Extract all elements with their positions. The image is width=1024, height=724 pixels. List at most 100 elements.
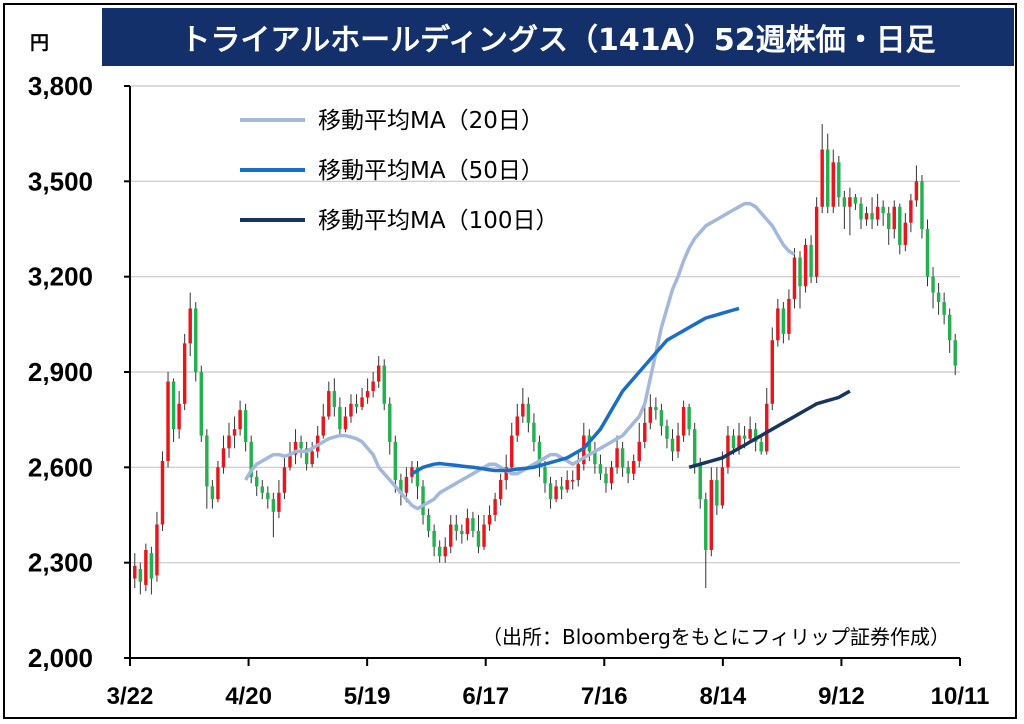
candle-down bbox=[432, 530, 436, 547]
candle-down bbox=[931, 276, 935, 293]
candle-up bbox=[504, 467, 508, 481]
candle-up bbox=[803, 244, 808, 287]
candle-down bbox=[687, 406, 691, 430]
candle-up bbox=[643, 422, 647, 442]
candle-down bbox=[255, 476, 259, 487]
candle-up bbox=[343, 416, 348, 430]
candle-down bbox=[171, 381, 176, 430]
candle-up bbox=[166, 381, 170, 461]
candle-up bbox=[820, 149, 824, 207]
candle-up bbox=[443, 546, 447, 557]
candle-up bbox=[371, 381, 375, 392]
candle-up bbox=[493, 499, 497, 515]
x-tick-label: 4/20 bbox=[225, 683, 272, 710]
candle-up bbox=[903, 222, 908, 245]
candle-up bbox=[864, 213, 869, 220]
candle-up bbox=[831, 162, 835, 207]
candle-up bbox=[360, 397, 364, 407]
x-tick-label: 10/11 bbox=[931, 683, 990, 710]
candle-down bbox=[953, 340, 957, 366]
candle-down bbox=[620, 448, 625, 468]
candle-down bbox=[598, 464, 603, 474]
candle-down bbox=[399, 480, 403, 493]
candle-down bbox=[205, 435, 209, 487]
candle-down bbox=[604, 473, 608, 484]
candle-up bbox=[737, 435, 741, 449]
candle-up bbox=[404, 476, 409, 493]
candle-up bbox=[177, 403, 181, 430]
candle-up bbox=[282, 467, 287, 493]
y-tick-label: 2,000 bbox=[28, 643, 93, 673]
candle-down bbox=[826, 149, 830, 207]
candle-up bbox=[238, 410, 242, 430]
candle-down bbox=[266, 492, 270, 500]
candle-up bbox=[293, 441, 298, 455]
candle-down bbox=[870, 213, 874, 220]
candle-up bbox=[365, 391, 370, 398]
candle-down bbox=[559, 486, 564, 490]
x-tick-label: 8/14 bbox=[699, 683, 746, 710]
axes bbox=[124, 85, 961, 666]
candle-down bbox=[454, 524, 459, 531]
candle-down bbox=[715, 480, 719, 506]
candle-down bbox=[421, 486, 425, 515]
candle-up bbox=[155, 524, 159, 576]
candle-down bbox=[304, 448, 309, 465]
candle-down bbox=[471, 518, 475, 531]
candle-down bbox=[260, 486, 264, 493]
candle-up bbox=[631, 460, 636, 474]
y-tick-label: 3,800 bbox=[28, 71, 93, 101]
candle-down bbox=[853, 197, 858, 204]
candle-up bbox=[554, 486, 558, 500]
chart-title: トライアルホールディングス（141A）52週株価・日足 bbox=[102, 8, 1014, 66]
y-tick-label: 3,200 bbox=[28, 262, 93, 292]
candle-down bbox=[354, 403, 359, 407]
candle-down bbox=[382, 365, 386, 404]
candle-down bbox=[437, 546, 442, 557]
candle-down bbox=[426, 515, 431, 531]
candle-up bbox=[465, 518, 470, 535]
candle-up bbox=[498, 480, 503, 500]
candle-down bbox=[670, 438, 675, 452]
candle-up bbox=[216, 467, 220, 500]
y-tick-label: 2,300 bbox=[28, 548, 93, 578]
candle-down bbox=[476, 530, 481, 547]
candle-down bbox=[654, 406, 658, 411]
candle-up bbox=[637, 441, 641, 461]
candle-up bbox=[765, 403, 769, 452]
candle-up bbox=[909, 200, 913, 223]
candle-down bbox=[393, 441, 398, 481]
x-tick-label: 6/17 bbox=[462, 683, 509, 710]
candle-down bbox=[798, 257, 802, 287]
candle-down bbox=[249, 441, 253, 477]
candle-down bbox=[388, 403, 392, 442]
candle-down bbox=[692, 429, 697, 465]
candle-down bbox=[665, 426, 669, 439]
candle-up bbox=[914, 181, 919, 201]
candle-down bbox=[194, 308, 198, 372]
candle-up bbox=[770, 340, 775, 404]
candle-down bbox=[936, 292, 941, 303]
candle-down bbox=[271, 499, 276, 512]
candle-up bbox=[321, 416, 325, 436]
candle-up bbox=[288, 454, 292, 468]
candle-down bbox=[731, 435, 736, 449]
candle-up bbox=[709, 480, 714, 550]
candle-up bbox=[615, 448, 619, 468]
candle-down bbox=[881, 206, 885, 214]
candle-up bbox=[875, 206, 880, 220]
candle-up bbox=[327, 391, 331, 417]
candle-up bbox=[144, 549, 148, 585]
candle-up bbox=[570, 480, 575, 482]
candle-up bbox=[449, 524, 453, 547]
candle-down bbox=[837, 162, 841, 198]
candle-up bbox=[892, 206, 896, 229]
legend: 移動平均MA（20日） 移動平均MA（50日） 移動平均MA（100日） bbox=[240, 108, 558, 234]
candle-up bbox=[787, 298, 791, 334]
candle-up bbox=[609, 467, 614, 484]
y-axis-unit: 円 bbox=[30, 32, 50, 54]
x-tick-label: 3/22 bbox=[107, 683, 154, 710]
candle-up bbox=[681, 406, 686, 436]
candle-down bbox=[149, 553, 154, 579]
